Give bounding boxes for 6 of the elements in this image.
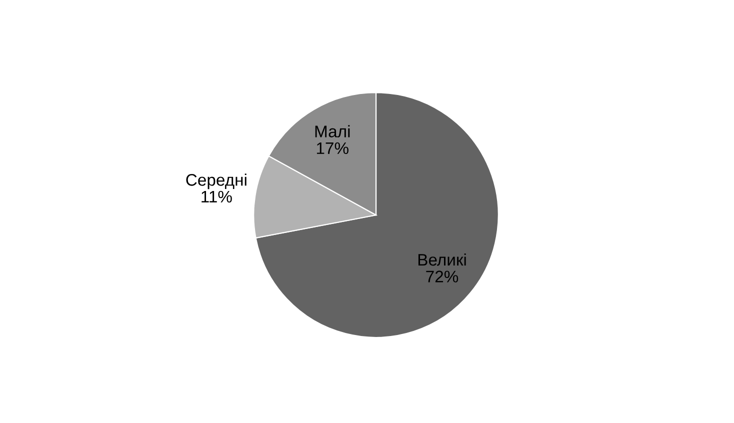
slice-label: Середні: [186, 174, 246, 190]
data-label: 11%: [202, 190, 232, 203]
data-label: 17%: [316, 142, 348, 154]
slice-label: Малі: [315, 125, 350, 138]
slice-label: Великі: [418, 253, 466, 266]
data-label: 72%: [426, 270, 458, 282]
